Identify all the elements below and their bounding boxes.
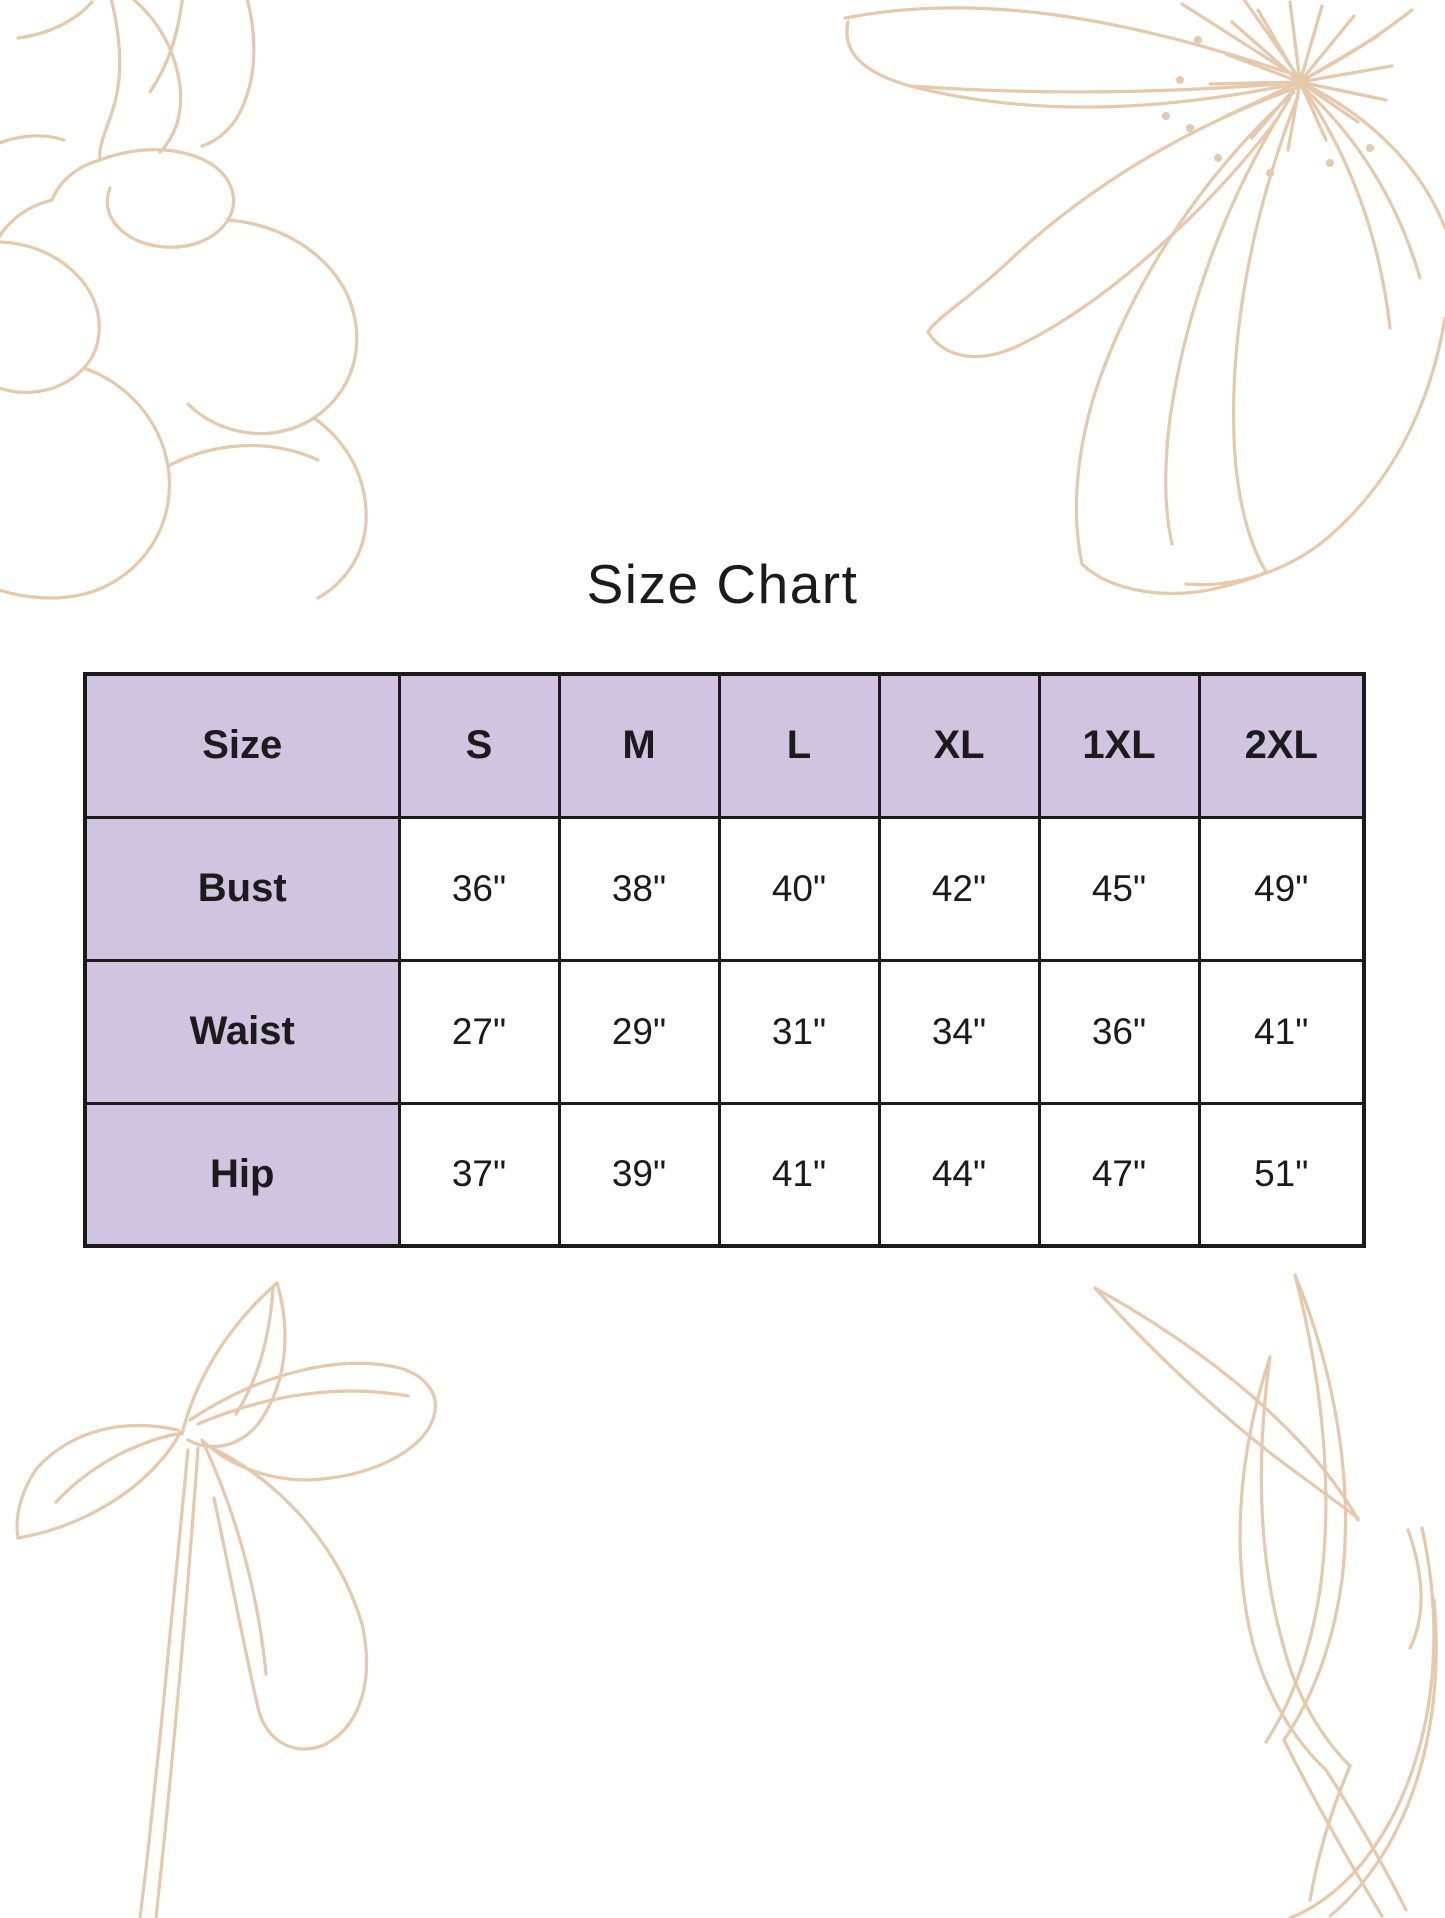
header-cell-2xl: 2XL [1197, 672, 1366, 819]
cell-bust-2xl: 49" [1197, 815, 1366, 962]
row-label-bust: Bust [83, 815, 401, 962]
cell-bust-l: 40" [717, 815, 881, 962]
flower-bottom-left-decoration [15, 1281, 437, 1918]
cell-bust-s: 36" [397, 815, 561, 962]
cell-hip-xl: 44" [877, 1101, 1041, 1248]
row-label-hip: Hip [83, 1101, 401, 1248]
flower-top-left-decoration [0, 0, 368, 600]
cell-hip-m: 39" [557, 1101, 721, 1248]
header-cell-1xl: 1XL [1037, 672, 1201, 819]
page-title: Size Chart [586, 553, 859, 615]
leaves-bottom-right-decoration [1093, 1273, 1438, 1918]
cell-waist-m: 29" [557, 958, 721, 1105]
table-row-waist: Waist 27" 29" 31" 34" 36" 41" [83, 958, 1366, 1105]
cell-waist-2xl: 41" [1197, 958, 1366, 1105]
table-row-hip: Hip 37" 39" 41" 44" 47" 51" [83, 1101, 1366, 1248]
cell-hip-1xl: 47" [1037, 1101, 1201, 1248]
table-header-row: Size S M L XL 1XL 2XL [83, 672, 1366, 819]
cell-hip-s: 37" [397, 1101, 561, 1248]
cell-hip-l: 41" [717, 1101, 881, 1248]
header-cell-s: S [397, 672, 561, 819]
cell-hip-2xl: 51" [1197, 1101, 1366, 1248]
size-chart-table: Size S M L XL 1XL 2XL Bust 36" 38" 40" 4… [83, 672, 1366, 1248]
cell-bust-xl: 42" [877, 815, 1041, 962]
header-cell-m: M [557, 672, 721, 819]
cell-waist-xl: 34" [877, 958, 1041, 1105]
header-cell-l: L [717, 672, 881, 819]
cell-bust-1xl: 45" [1037, 815, 1201, 962]
header-cell-size: Size [83, 672, 401, 819]
cell-waist-l: 31" [717, 958, 881, 1105]
header-cell-xl: XL [877, 672, 1041, 819]
cell-waist-s: 27" [397, 958, 561, 1105]
table-row-bust: Bust 36" 38" 40" 42" 45" 49" [83, 815, 1366, 962]
row-label-waist: Waist [83, 958, 401, 1105]
cell-waist-1xl: 36" [1037, 958, 1201, 1105]
flower-top-right-decoration [843, 0, 1445, 595]
cell-bust-m: 38" [557, 815, 721, 962]
